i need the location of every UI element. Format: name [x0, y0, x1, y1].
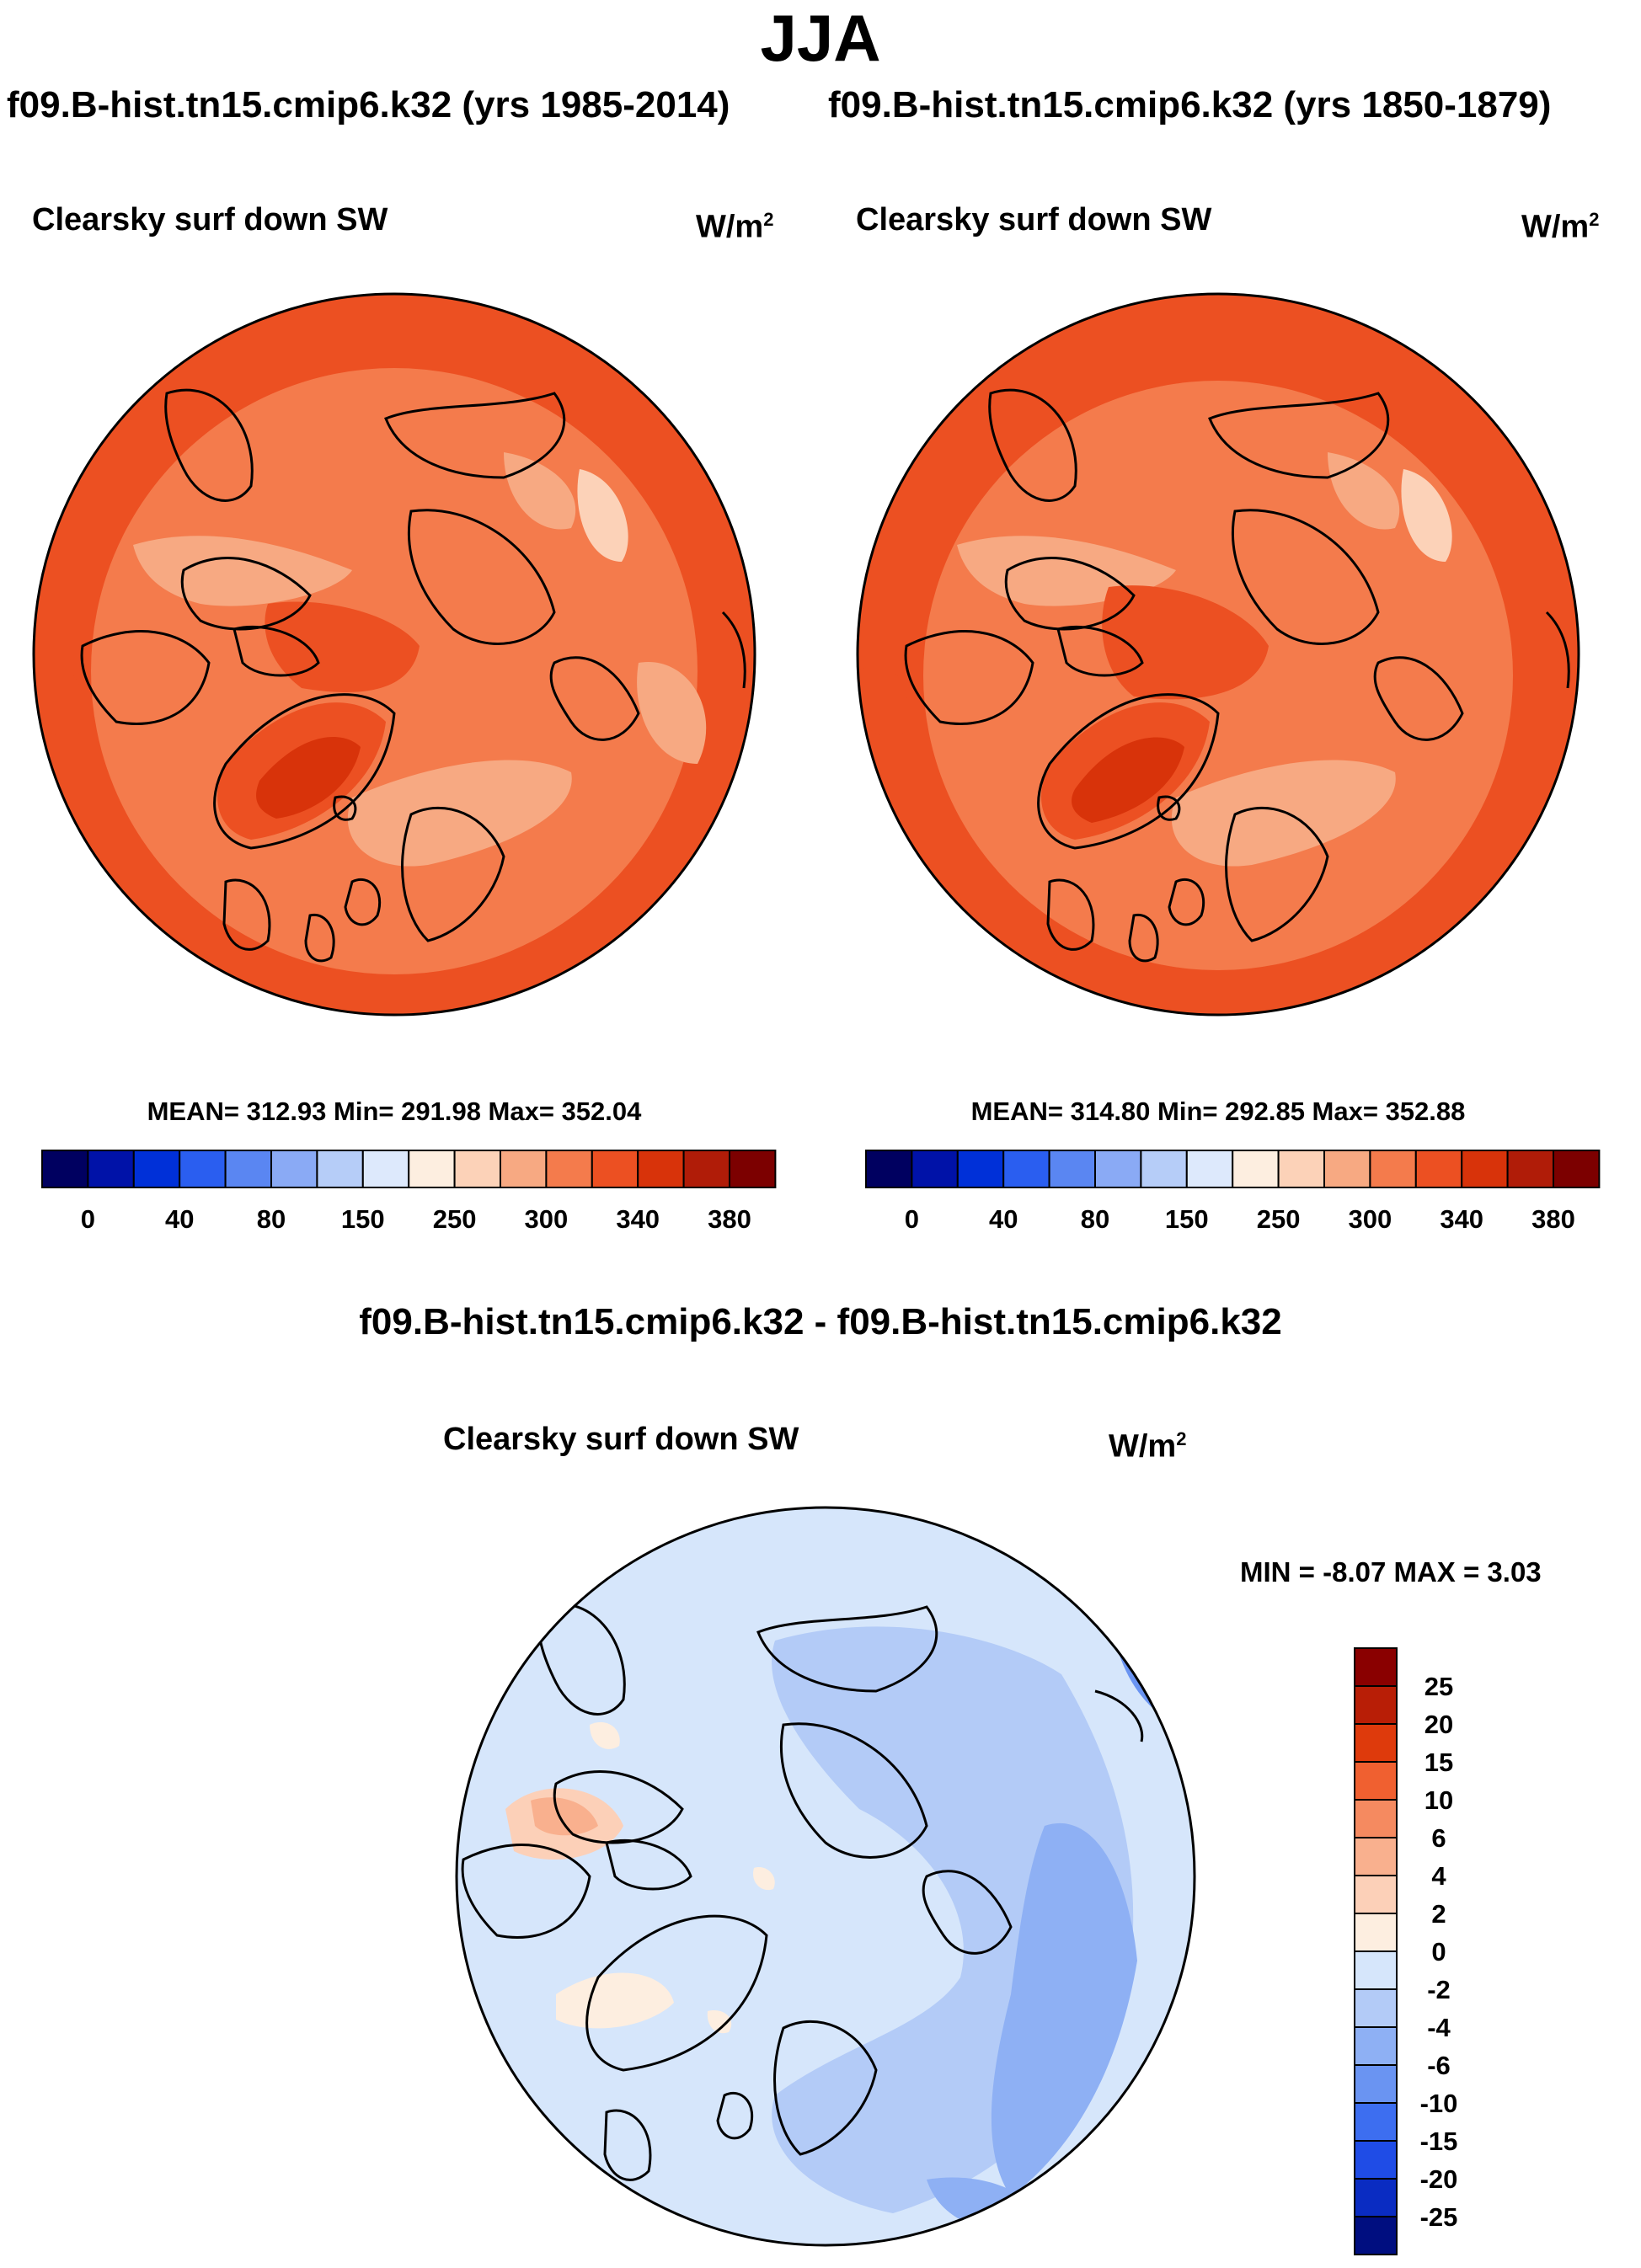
left-colorbar-swatch: [545, 1150, 593, 1188]
difference-title: f09.B-hist.tn15.cmip6.k32 - f09.B-hist.t…: [359, 1301, 1282, 1342]
left-panel-variable: Clearsky surf down SW: [32, 202, 388, 237]
left-colorbar-swatch: [361, 1150, 410, 1188]
right-colorbar-swatch: [1094, 1150, 1142, 1188]
right-colorbar-swatch: [1461, 1150, 1509, 1188]
right-colorbar-swatch: [1277, 1150, 1326, 1188]
diff-panel-units: W/m2: [1109, 1428, 1187, 1465]
left-colorbar-label: 340: [616, 1204, 660, 1234]
right-colorbar-label: 0: [905, 1204, 919, 1234]
right-colorbar-swatch: [1048, 1150, 1097, 1188]
diff-colorbar-label: 6: [1431, 1823, 1446, 1853]
right-colorbar-swatch: [1323, 1150, 1371, 1188]
right-polar-map: [856, 292, 1580, 1017]
diff-colorbar-label: -4: [1427, 2013, 1451, 2042]
left-panel-stats: MEAN= 312.93 Min= 291.98 Max= 352.04: [147, 1097, 642, 1126]
diff-colorbar-swatch: [1354, 1723, 1398, 1763]
diff-colorbar-label: -15: [1420, 2127, 1458, 2156]
diff-colorbar-swatch: [1354, 2140, 1398, 2180]
right-colorbar-swatch: [1369, 1150, 1417, 1188]
diff-colorbar-swatch: [1354, 2216, 1398, 2255]
left-case-header: f09.B-hist.tn15.cmip6.k32 (yrs 1985-2014…: [7, 84, 730, 125]
right-colorbar-label: 40: [989, 1204, 1018, 1234]
left-colorbar: 0 40 80 150 250 300 340 380: [41, 1150, 777, 1234]
diff-colorbar-label: -20: [1420, 2164, 1458, 2194]
left-colorbar-swatch: [500, 1150, 548, 1188]
left-colorbar-swatch: [637, 1150, 685, 1188]
diff-colorbar-swatch: [1354, 1913, 1398, 1952]
left-colorbar-label: 300: [525, 1204, 569, 1234]
right-colorbar-label: 380: [1531, 1204, 1575, 1234]
right-colorbar-swatch: [956, 1150, 1005, 1188]
diff-colorbar-label: 0: [1431, 1937, 1446, 1966]
right-colorbar-label: 150: [1165, 1204, 1209, 1234]
right-colorbar: 0 40 80 150 250 300 340 380: [865, 1150, 1601, 1234]
diff-colorbar-label: 25: [1425, 1672, 1453, 1701]
difference-polar-map: [455, 1506, 1196, 2247]
diff-colorbar-swatch: [1354, 1988, 1398, 2028]
right-panel-variable: Clearsky surf down SW: [856, 202, 1212, 237]
right-panel-units: W/m2: [1521, 209, 1600, 245]
diff-colorbar-swatch: [1354, 1837, 1398, 1876]
diff-colorbar-swatch: [1354, 2064, 1398, 2104]
diff-colorbar-swatch: [1354, 1875, 1398, 1914]
diff-colorbar-swatch: [1354, 1799, 1398, 1838]
right-case-header: f09.B-hist.tn15.cmip6.k32 (yrs 1850-1879…: [828, 84, 1552, 125]
left-colorbar-swatch: [41, 1150, 89, 1188]
right-colorbar-label: 80: [1081, 1204, 1109, 1234]
diff-colorbar-label: 20: [1425, 1710, 1453, 1739]
left-polar-map: [32, 292, 756, 1017]
diff-colorbar-label: -6: [1427, 2051, 1451, 2080]
left-colorbar-label: 0: [81, 1204, 95, 1234]
right-colorbar-label: 250: [1257, 1204, 1301, 1234]
left-colorbar-swatch: [316, 1150, 364, 1188]
left-colorbar-label: 380: [708, 1204, 751, 1234]
left-colorbar-swatch: [408, 1150, 456, 1188]
right-colorbar-swatch: [911, 1150, 959, 1188]
left-colorbar-label: 150: [341, 1204, 385, 1234]
diff-colorbar-label: -10: [1420, 2089, 1458, 2118]
diff-colorbar-swatch: [1354, 2178, 1398, 2217]
right-colorbar-swatch: [1002, 1150, 1050, 1188]
right-colorbar-label: 300: [1349, 1204, 1392, 1234]
left-colorbar-swatch: [224, 1150, 273, 1188]
right-colorbar-swatch: [1185, 1150, 1234, 1188]
left-panel-units: W/m2: [696, 209, 774, 245]
diff-colorbar-label: -25: [1420, 2202, 1458, 2232]
right-colorbar-swatch: [1414, 1150, 1463, 1188]
diff-colorbar-swatch: [1354, 2026, 1398, 2066]
left-colorbar-swatch: [453, 1150, 502, 1188]
diff-colorbar-label: 15: [1425, 1748, 1453, 1777]
left-colorbar-label: 40: [165, 1204, 194, 1234]
diff-colorbar-swatch: [1354, 1761, 1398, 1801]
season-title: JJA: [760, 1, 881, 75]
right-colorbar-swatch: [865, 1150, 913, 1188]
left-colorbar-swatch: [179, 1150, 227, 1188]
left-colorbar-swatch: [591, 1150, 639, 1188]
diff-min-max: MIN = -8.07 MAX = 3.03: [1240, 1556, 1542, 1588]
right-panel-stats: MEAN= 314.80 Min= 292.85 Max= 352.88: [970, 1097, 1466, 1126]
diff-colorbar-swatch: [1354, 2102, 1398, 2142]
left-colorbar-swatch: [270, 1150, 318, 1188]
right-colorbar-swatch: [1553, 1150, 1601, 1188]
diff-colorbar-swatch: [1354, 1647, 1398, 1687]
left-colorbar-swatch: [729, 1150, 777, 1188]
right-colorbar-swatch: [1232, 1150, 1280, 1188]
diff-colorbar-swatch: [1354, 1950, 1398, 1990]
left-colorbar-swatch: [682, 1150, 730, 1188]
diff-colorbar-label: 10: [1425, 1785, 1453, 1815]
right-colorbar-swatch: [1506, 1150, 1554, 1188]
diff-colorbar-swatch: [1354, 1685, 1398, 1725]
left-colorbar-swatch: [87, 1150, 135, 1188]
right-colorbar-swatch: [1140, 1150, 1188, 1188]
left-colorbar-swatch: [132, 1150, 181, 1188]
left-colorbar-label: 250: [433, 1204, 477, 1234]
diff-panel-variable: Clearsky surf down SW: [443, 1422, 799, 1457]
diff-colorbar-label: 4: [1431, 1861, 1446, 1891]
diff-colorbar-label: 2: [1431, 1899, 1446, 1929]
right-colorbar-label: 340: [1440, 1204, 1483, 1234]
left-colorbar-label: 80: [257, 1204, 286, 1234]
diff-colorbar-label: -2: [1427, 1975, 1451, 2004]
